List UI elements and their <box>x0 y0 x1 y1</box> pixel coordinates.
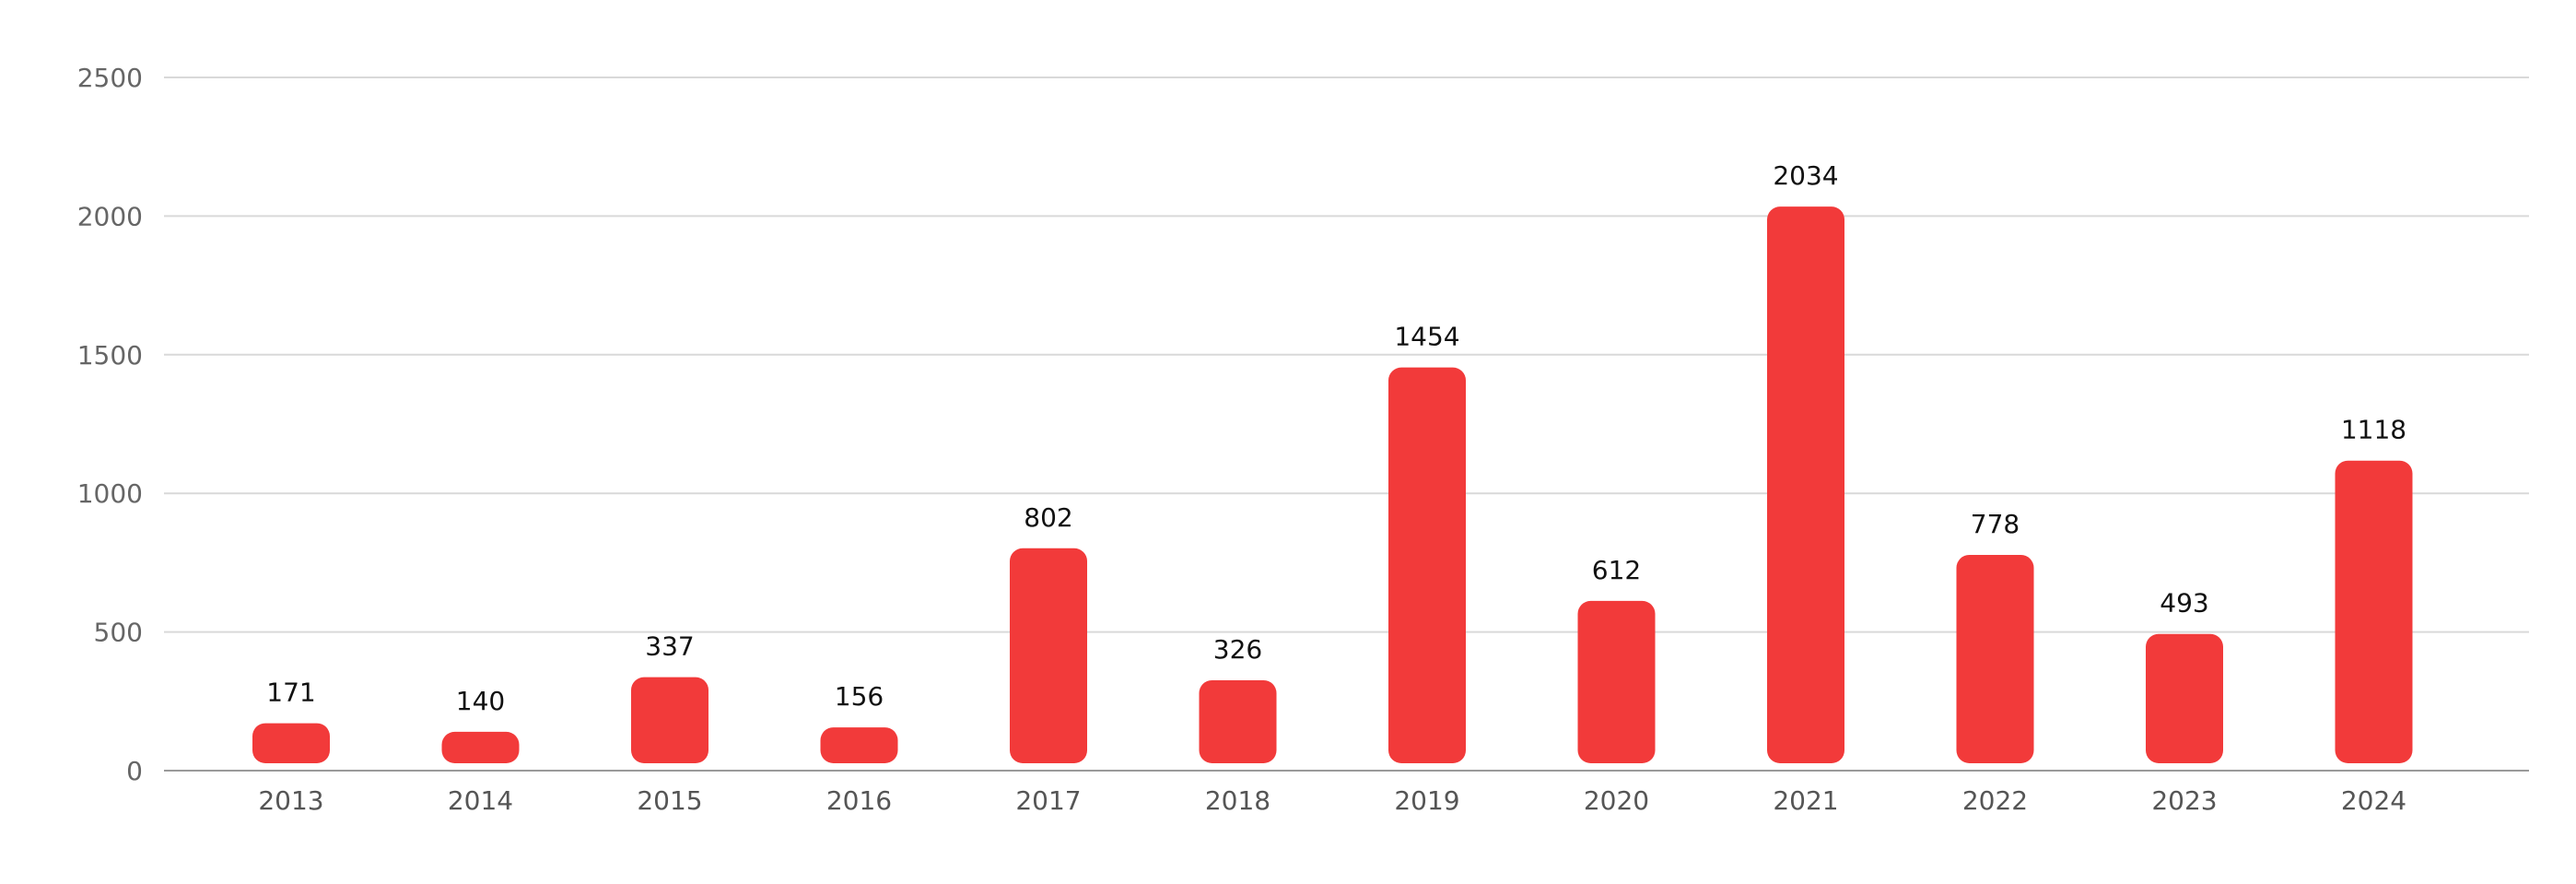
data-labels: 171 140 337 156 802 326 1454 612 2034 778 493 1118 <box>266 160 2406 716</box>
x-tick-label-2022: 2022 <box>1962 785 2028 816</box>
gridlines <box>164 77 2529 633</box>
bar-2016 <box>820 727 898 763</box>
x-axis-ticks: 2013 2014 2015 2016 2017 2018 2019 2020 2021 2022… <box>258 785 2406 816</box>
bar-2019 <box>1388 367 1466 763</box>
data-label-2022: 778 <box>1971 509 2020 539</box>
bar-2018 <box>1199 679 1277 763</box>
bar-2020 <box>1577 600 1656 763</box>
bar-2014 <box>441 731 520 763</box>
x-tick-label-2024: 2024 <box>2341 785 2406 816</box>
x-tick-label-2015: 2015 <box>637 785 702 816</box>
y-tick-label: 1500 <box>77 340 143 371</box>
data-label-2017: 802 <box>1024 502 1072 533</box>
data-label-2019: 1454 <box>1394 322 1459 352</box>
bar-2023 <box>2146 633 2223 763</box>
data-label-2024: 1118 <box>2341 415 2406 445</box>
y-tick-label: 1000 <box>77 478 143 509</box>
x-tick-label-2016: 2016 <box>826 785 892 816</box>
x-tick-label-2023: 2023 <box>2151 785 2217 816</box>
x-tick-label-2014: 2014 <box>448 785 513 816</box>
y-tick-label: 500 <box>94 618 143 648</box>
data-label-2016: 156 <box>835 681 884 712</box>
data-label-2020: 612 <box>1592 555 1641 585</box>
data-label-2015: 337 <box>645 631 694 662</box>
bars <box>252 206 2413 764</box>
y-tick-label: 2500 <box>77 63 143 93</box>
bar-2021 <box>1767 206 1844 764</box>
bar-2015 <box>631 677 708 763</box>
data-label-2018: 326 <box>1213 634 1262 665</box>
y-tick-label: 0 <box>126 756 143 786</box>
bar-2022 <box>1956 554 2034 763</box>
x-tick-label-2020: 2020 <box>1584 785 1649 816</box>
data-label-2023: 493 <box>2160 588 2208 619</box>
data-label-2013: 171 <box>266 678 315 708</box>
data-label-2014: 140 <box>456 686 505 716</box>
x-tick-label-2017: 2017 <box>1015 785 1081 816</box>
y-axis-ticks: 0 500 1000 1500 2000 2500 <box>77 63 143 786</box>
data-label-2021: 2034 <box>1773 160 1838 191</box>
bar-2013 <box>252 723 330 763</box>
x-tick-label-2018: 2018 <box>1205 785 1270 816</box>
y-tick-label: 2000 <box>77 201 143 231</box>
x-tick-label-2021: 2021 <box>1773 785 1838 816</box>
x-tick-label-2019: 2019 <box>1394 785 1459 816</box>
bar-2017 <box>1010 548 1087 763</box>
x-tick-label-2013: 2013 <box>258 785 323 816</box>
bar-2024 <box>2335 460 2413 763</box>
